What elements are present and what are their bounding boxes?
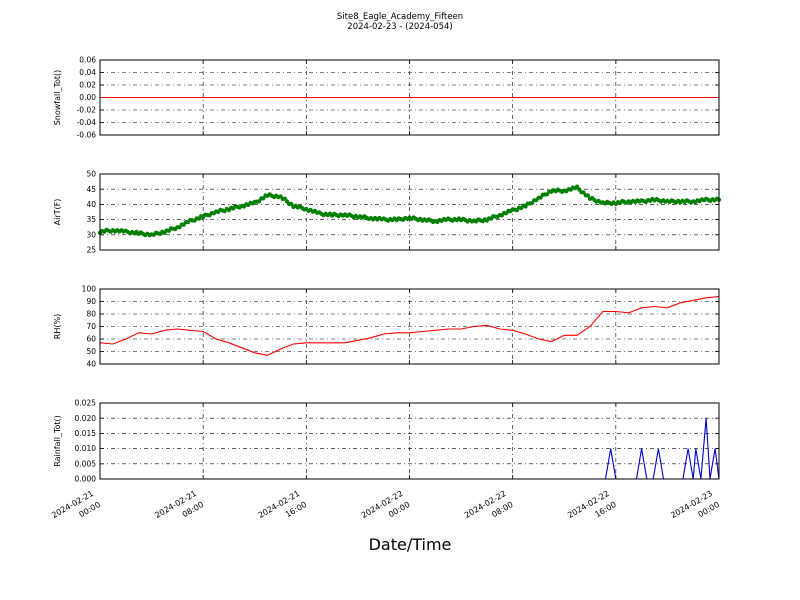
y-tick-label-3-3: 0.015 [75,429,97,438]
y-axis-label-0: Snowfall_Tot() [53,70,62,126]
y-tick-label-3-0: 0.000 [75,475,97,484]
y-tick-label-3-1: 0.005 [75,459,97,468]
y-tick-label-2-1: 50 [86,347,96,356]
y-tick-label-2-5: 90 [86,297,96,306]
y-tick-label-0-0: -0.06 [77,131,97,140]
data-point-1-37-5 [585,193,591,198]
figure-subtitle: 2024-02-23 - (2024-054) [347,22,452,32]
y-tick-label-2-3: 70 [86,322,96,331]
x-axis-label: Date/Time [369,535,452,554]
y-axis-label-2: RH(%) [53,314,62,339]
y-tick-label-0-1: -0.04 [77,118,97,127]
y-tick-label-1-0: 25 [86,246,96,255]
y-tick-label-2-2: 60 [86,335,96,344]
data-point-1-37-0 [575,184,580,189]
series-line-1-0 [99,187,719,236]
y-tick-label-2-0: 40 [86,360,96,369]
figure-title: Site8_Eagle_Academy_Fifteen [337,12,463,22]
y-tick-label-0-2: -0.02 [77,106,97,115]
y-tick-label-3-4: 0.020 [75,414,97,423]
y-tick-label-0-4: 0.02 [79,81,96,90]
plot-frame-1 [99,173,720,251]
data-point-1-33-0 [523,204,528,209]
data-point-1-34-1 [538,195,543,200]
y-tick-label-1-4: 45 [86,185,96,194]
data-point-1-12-2 [256,199,262,204]
data-point-1-34-4 [545,192,550,197]
data-point-1-33-3 [529,201,535,206]
y-axis-label-1: AirT(F) [53,199,62,226]
y-axis-label-3: Rainfall_Tot() [53,415,62,467]
y-tick-label-1-2: 35 [86,215,96,224]
plot-frame-3 [99,402,720,480]
y-tick-label-0-5: 0.04 [79,68,96,77]
data-point-1-14-5 [289,201,294,206]
plot-frame-0 [99,59,720,136]
y-tick-label-2-6: 100 [82,285,97,294]
y-tick-label-0-3: 0.00 [79,93,96,102]
y-tick-label-1-5: 50 [86,170,96,179]
data-point-1-12-4 [261,196,266,201]
series-line-2-0 [99,295,720,356]
y-tick-label-0-6: 0.06 [79,56,96,65]
plot-frame-2 [99,288,720,365]
y-tick-label-3-5: 0.025 [75,399,97,408]
y-tick-label-1-3: 40 [86,200,96,209]
y-tick-label-1-1: 30 [86,230,96,239]
y-tick-label-2-4: 80 [86,310,96,319]
y-tick-label-3-2: 0.010 [75,444,97,453]
